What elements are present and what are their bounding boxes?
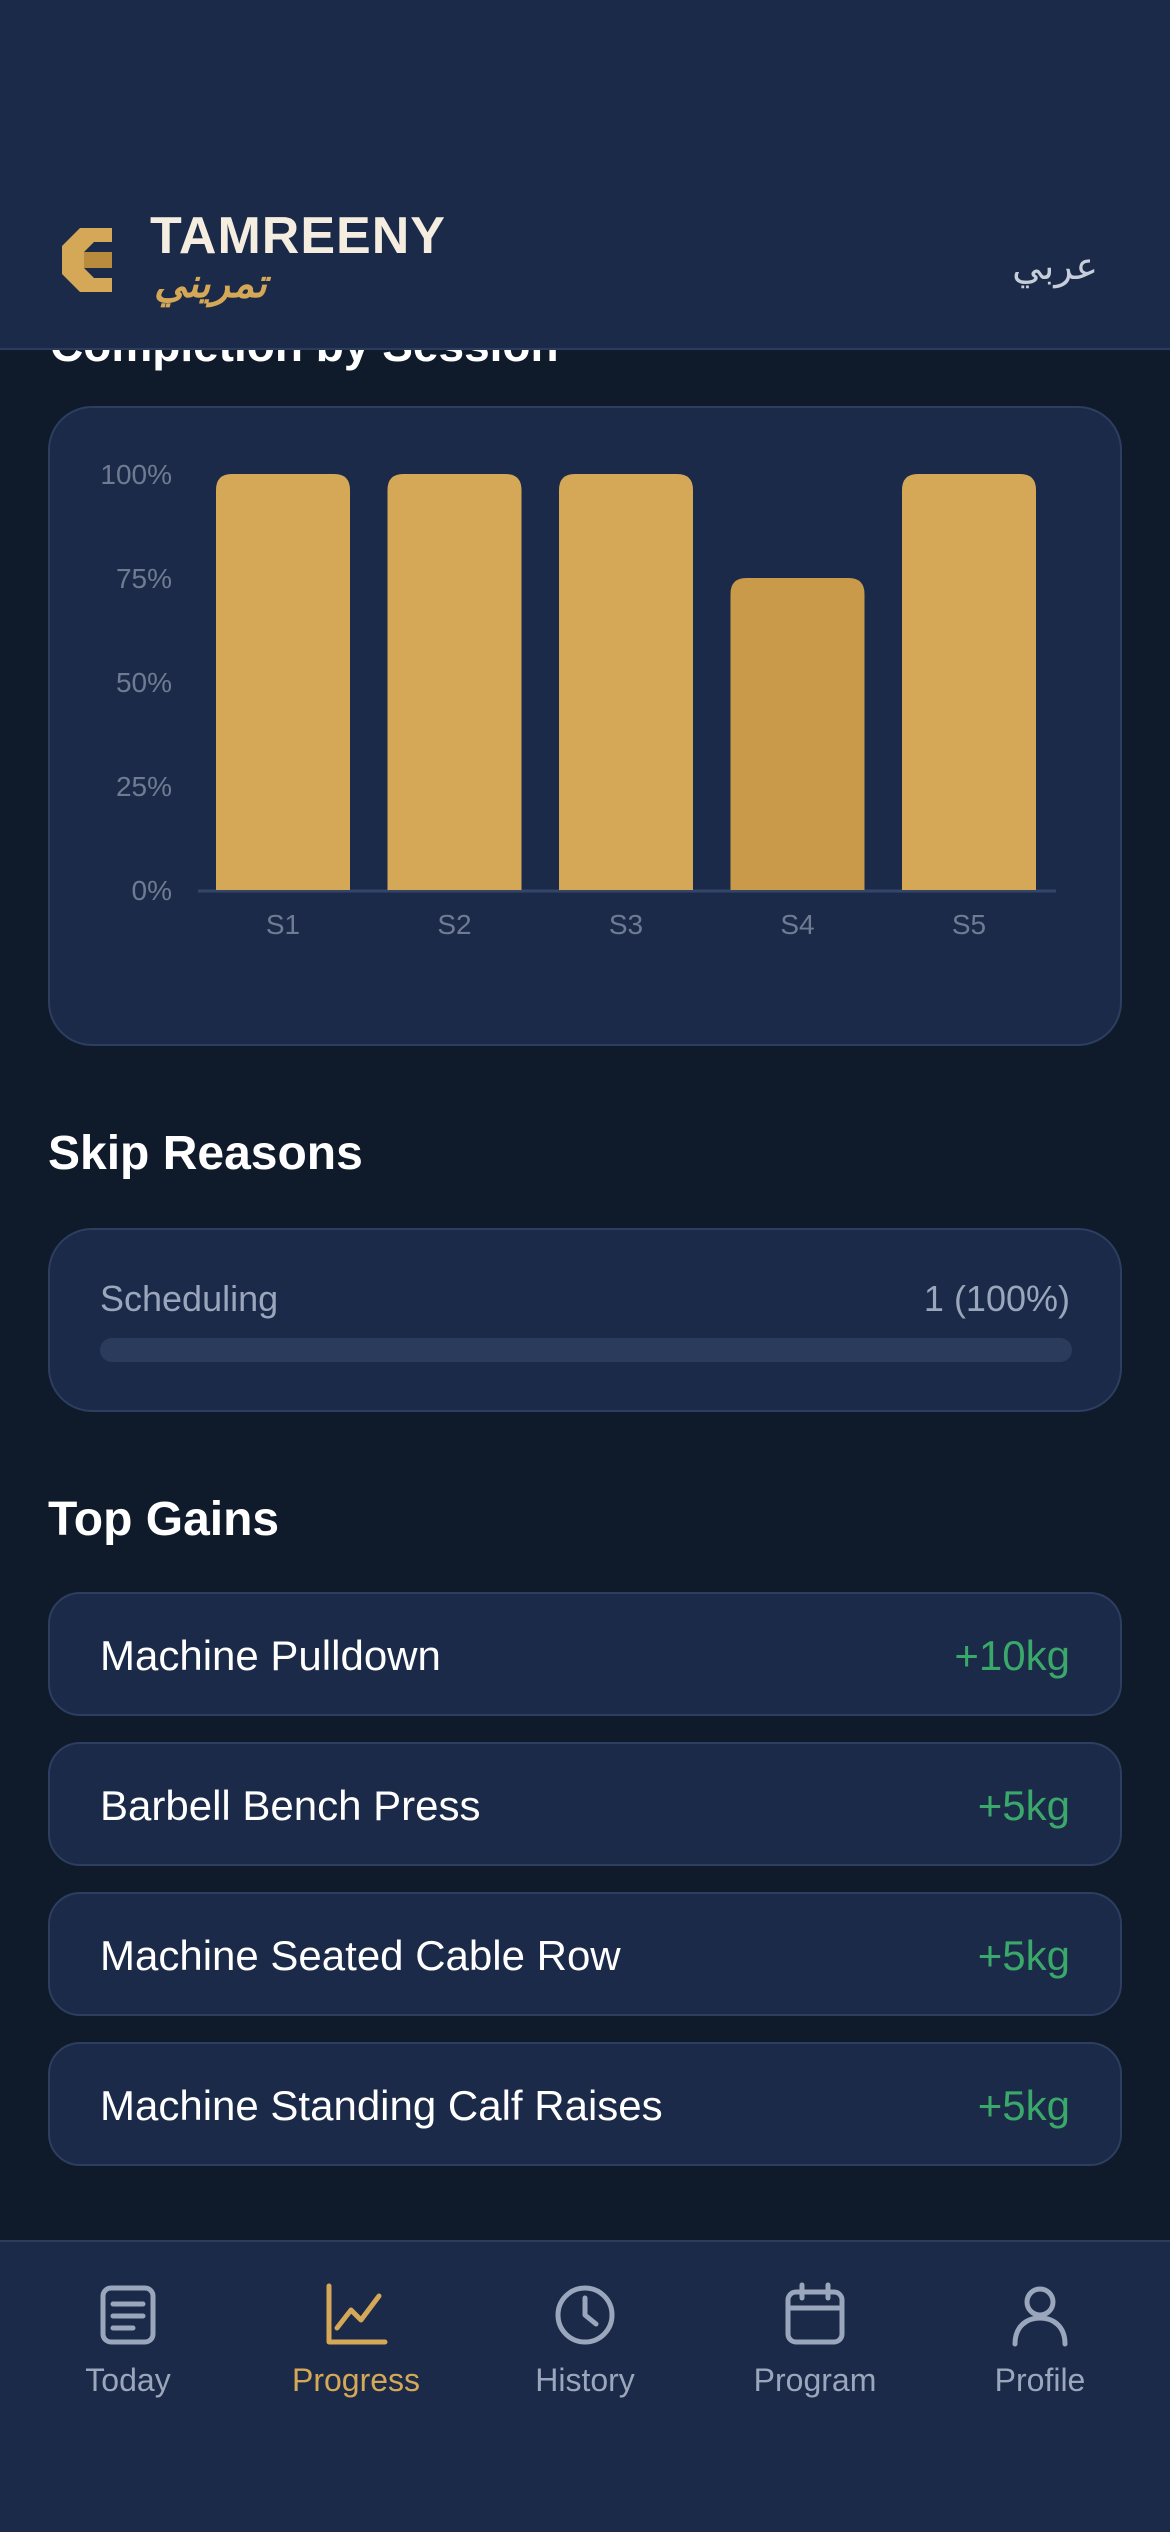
nav-label: Progress — [291, 2362, 421, 2398]
nav-item-today[interactable]: Today — [28, 2282, 228, 2412]
skip-reason-card: Scheduling 1 (100%) — [48, 1228, 1122, 1412]
gain-amount: +5kg — [977, 1782, 1070, 1829]
clock-icon — [555, 2285, 615, 2345]
chart-icon — [326, 2283, 388, 2345]
skip-reason-progress-bar — [100, 1338, 1072, 1362]
x-tick-label: S2 — [437, 909, 471, 940]
skip-reason-progress-fill — [100, 1338, 1072, 1362]
x-tick-label: S3 — [609, 909, 643, 940]
skip-reason-value: 1 (100%) — [923, 1278, 1070, 1319]
x-tick-label: S5 — [952, 909, 986, 940]
y-tick-label: 25% — [116, 771, 172, 802]
nav-label: Profile — [994, 2362, 1086, 2398]
y-tick-label: 100% — [100, 459, 172, 490]
gain-exercise-name: Machine Seated Cable Row — [100, 1932, 621, 1979]
app-header: TAMREENY تمريني عربي — [0, 0, 1170, 350]
chart-bar[interactable] — [730, 578, 865, 890]
gain-amount: +5kg — [977, 1932, 1070, 1979]
nav-item-profile[interactable]: Profile — [940, 2282, 1140, 2412]
bottom-navigation: Today Progress History Program Profile — [0, 2240, 1170, 2532]
completion-bar-chart: 0% 25% 50% 75% 100% S1 S2 S3 S4 S5 — [100, 459, 1056, 940]
nav-label: Program — [753, 2362, 877, 2398]
brand-name-ar: تمريني — [154, 260, 267, 307]
gain-row[interactable]: Barbell Bench Press +5kg — [48, 1742, 1122, 1866]
y-tick-label: 0% — [132, 875, 172, 906]
brand-logo: TAMREENY تمريني — [150, 206, 446, 306]
brand-name-en: TAMREENY — [150, 207, 446, 265]
skip-reasons-title: Skip Reasons — [48, 1127, 363, 1180]
logo-icon — [62, 228, 112, 292]
user-icon — [1012, 2286, 1068, 2347]
nav-item-progress[interactable]: Progress — [256, 2282, 456, 2412]
gain-exercise-name: Machine Pulldown — [100, 1632, 441, 1679]
y-tick-label: 75% — [116, 563, 172, 594]
nav-item-history[interactable]: History — [485, 2282, 685, 2412]
skip-reason-label: Scheduling — [100, 1278, 279, 1319]
chart-bar[interactable] — [902, 474, 1036, 890]
chart-bar[interactable] — [559, 474, 693, 890]
top-gains-title: Top Gains — [48, 1493, 280, 1546]
chart-bar[interactable] — [387, 474, 522, 890]
gain-row[interactable]: Machine Pulldown +10kg — [48, 1592, 1122, 1716]
clipboard-icon — [100, 2285, 156, 2345]
nav-label: Today — [85, 2362, 171, 2398]
language-toggle-button[interactable]: عربي — [1012, 244, 1098, 288]
gain-row[interactable]: Machine Standing Calf Raises +5kg — [48, 2042, 1122, 2166]
gain-exercise-name: Barbell Bench Press — [100, 1782, 481, 1829]
gain-amount: +10kg — [954, 1632, 1070, 1679]
y-tick-label: 50% — [116, 667, 172, 698]
nav-item-program[interactable]: Program — [715, 2282, 915, 2412]
nav-label: History — [535, 2362, 635, 2398]
gain-amount: +5kg — [977, 2082, 1070, 2129]
chart-bar[interactable] — [216, 474, 350, 890]
x-tick-label: S4 — [780, 909, 814, 940]
calendar-icon — [785, 2282, 845, 2345]
gain-row[interactable]: Machine Seated Cable Row +5kg — [48, 1892, 1122, 2016]
x-tick-label: S1 — [266, 909, 300, 940]
gain-exercise-name: Machine Standing Calf Raises — [100, 2082, 663, 2129]
completion-chart-card: 0% 25% 50% 75% 100% S1 S2 S3 S4 S5 — [48, 406, 1122, 1046]
